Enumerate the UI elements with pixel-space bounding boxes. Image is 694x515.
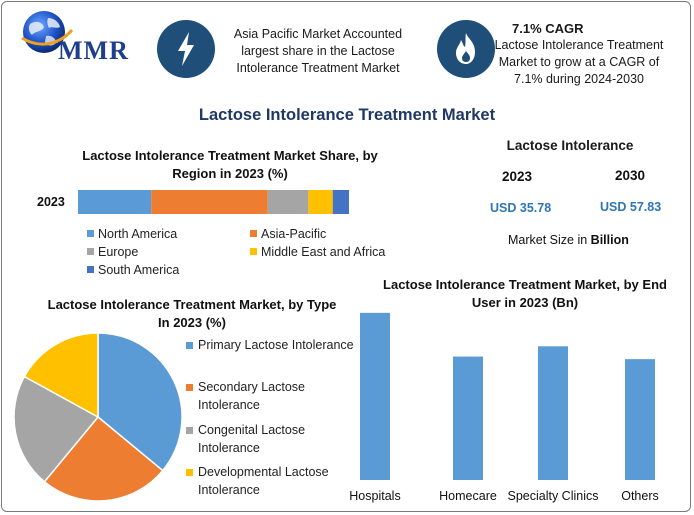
market-size-year-2030: 2030 [615,168,646,183]
type-legend-item-developmental-lactose-intolerance: Developmental Lactose Intolerance [186,463,361,499]
region-legend-item-south-america: South America [87,263,179,277]
lightning-icon [178,32,194,66]
market-size-value-2023: USD 35.78 [490,201,552,215]
legend-label: Congenital Lactose Intolerance [198,423,306,455]
flame-icon [456,33,475,64]
legend-label: Developmental Lactose Intolerance [198,465,329,497]
enduser-bar-chart [360,312,655,480]
type-legend-item-congenital-lactose-intolerance: Congenital Lactose Intolerance [186,421,361,457]
market-size-caption-unit: Billion [590,233,629,247]
enduser-bar-homecare [453,356,483,480]
region-legend-item-middle-east-and-africa: Middle East and Africa [250,245,385,259]
region-note: Asia Pacific Market Accounted largest sh… [233,27,403,75]
enduser-bar-others [625,359,655,480]
enduser-bar-hospitals [360,312,390,480]
region-bar-segment-north-america [78,190,152,214]
region-bar-segment-south-america [332,190,349,214]
enduser-bar-specialty-clinics [538,346,568,480]
type-pie-chart [13,332,183,502]
region-legend-item-europe: Europe [87,245,138,259]
legend-swatch [186,342,193,349]
legend-swatch [250,230,257,237]
legend-label: Primary Lactose Intolerance [198,338,354,352]
market-size-value-2030: USD 57.83 [600,200,662,214]
type-legend-item-secondary-lactose-intolerance: Secondary Lactose Intolerance [186,378,361,414]
market-size-title: Lactose Intolerance [506,138,634,153]
region-legend-item-asia-pacific: Asia-Pacific [250,227,326,241]
legend-swatch [186,427,193,434]
legend-label: South America [98,263,180,277]
cagr-title: 7.1% CAGR [512,21,584,36]
legend-swatch [186,384,193,391]
enduser-category-specialty-clinics: Specialty Clinics [507,489,599,503]
region-year-label: 2023 [37,195,65,209]
pie-slice-congenital-lactose-intolerance [13,375,100,483]
pie-slice-primary-lactose-intolerance [97,332,183,472]
region-chart-title: Lactose Intolerance Treatment Market Sha… [82,148,378,181]
region-bar-segment-middle-east-and-africa [308,190,333,214]
legend-swatch [87,248,94,255]
page-title: Lactose Intolerance Treatment Market [198,106,496,124]
market-size-caption-prefix: Market Size in [508,233,591,247]
brand-logo-text: MMR [58,36,129,65]
flame-badge [437,20,495,78]
region-bar-segment-asia-pacific [151,190,268,214]
market-size-caption: Market Size in Billion [508,233,629,247]
lightning-badge [157,20,215,78]
legend-label: North America [98,227,178,241]
legend-swatch [87,266,94,273]
legend-label: Secondary Lactose Intolerance [198,380,306,412]
type-legend-item-primary-lactose-intolerance: Primary Lactose Intolerance [186,336,361,354]
cagr-note: Lactose Intolerance Treatment Market to … [494,38,664,86]
legend-swatch [186,469,193,476]
pie-slice-developmental-lactose-intolerance [23,332,99,419]
legend-label: Middle East and Africa [261,245,386,259]
enduser-category-hospitals: Hospitals [349,489,401,503]
legend-swatch [250,248,257,255]
legend-label: Europe [98,245,139,259]
enduser-category-others: Others [621,489,659,503]
region-legend-item-north-america: North America [87,227,177,241]
type-chart-title: Lactose Intolerance Treatment Market, by… [47,297,337,330]
globe-logo-icon [21,11,74,53]
legend-swatch [87,230,94,237]
enduser-chart-title: Lactose Intolerance Treatment Market, by… [383,277,667,310]
region-bar-segment-europe [267,190,309,214]
region-stacked-bar-chart: 2023 [37,190,349,214]
enduser-category-homecare: Homecare [439,489,497,503]
legend-label: Asia-Pacific [261,227,327,241]
market-size-year-2023: 2023 [502,169,533,184]
pie-slice-secondary-lactose-intolerance [43,415,164,502]
